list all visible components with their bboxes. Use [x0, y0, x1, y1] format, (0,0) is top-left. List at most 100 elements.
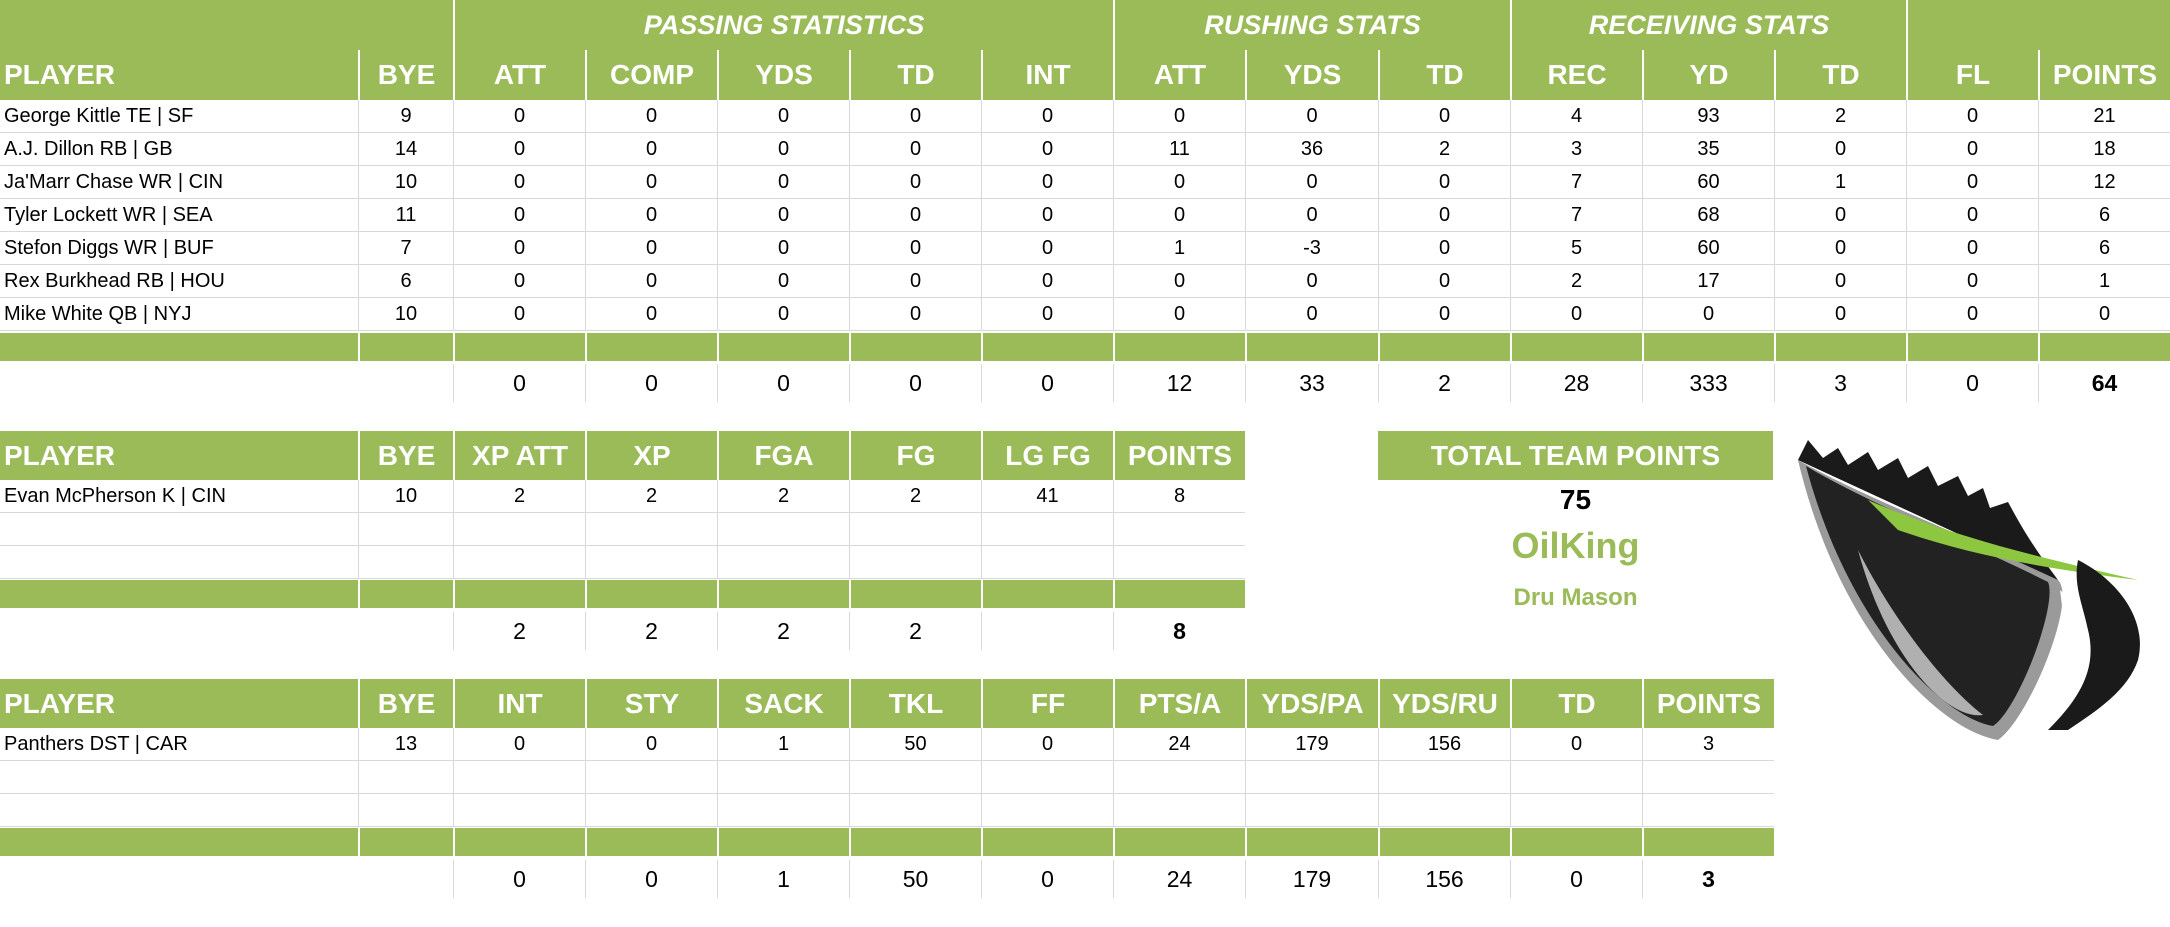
- offense-cell: 0: [717, 133, 849, 166]
- offense-cell: 0: [849, 166, 981, 199]
- offense-total: 28: [1510, 364, 1642, 402]
- kicker-total: 2: [717, 612, 849, 650]
- defense-separator-cell: [849, 828, 981, 856]
- offense-cell: 2: [1378, 133, 1510, 166]
- offense-cell: 21: [2038, 100, 2170, 133]
- offense-cell: 1: [1774, 166, 1906, 199]
- offense-cell: 0: [849, 232, 981, 265]
- kicker-header-6: LG FG: [981, 431, 1113, 480]
- defense-empty-cell: [0, 761, 358, 794]
- offense-header-7: ATT: [1113, 50, 1245, 100]
- offense-header-2: ATT: [453, 50, 585, 100]
- kicker-empty-cell: [1113, 513, 1245, 546]
- defense-empty-cell: [0, 794, 358, 827]
- kicker-header-1: BYE: [358, 431, 453, 480]
- defense-total: 50: [849, 860, 981, 898]
- offense-cell: 0: [453, 133, 585, 166]
- offense-cell: 0: [849, 298, 981, 331]
- defense-header-8: YDS/PA: [1245, 679, 1378, 728]
- defense-cell: 50: [849, 728, 981, 761]
- defense-cell: 179: [1245, 728, 1378, 761]
- offense-cell: 10: [358, 298, 453, 331]
- offense-cell: 0: [1245, 199, 1378, 232]
- offense-cell: 0: [453, 100, 585, 133]
- offense-separator-cell: [1642, 333, 1774, 361]
- offense-group-header: RECEIVING STATS: [1510, 0, 1906, 50]
- offense-cell: 0: [1774, 133, 1906, 166]
- offense-header-11: YD: [1642, 50, 1774, 100]
- defense-separator-cell: [0, 828, 358, 856]
- kicker-separator-cell: [849, 580, 981, 608]
- kicker-cell: 41: [981, 480, 1113, 513]
- defense-total: 0: [585, 860, 717, 898]
- defense-header-5: TKL: [849, 679, 981, 728]
- offense-cell: 0: [1113, 100, 1245, 133]
- offense-cell: 0: [717, 100, 849, 133]
- kicker-separator-cell: [981, 580, 1113, 608]
- offense-separator-cell: [981, 333, 1113, 361]
- offense-separator-cell: [1774, 333, 1906, 361]
- offense-cell: 68: [1642, 199, 1774, 232]
- defense-player-name: Panthers DST | CAR: [0, 728, 358, 761]
- kicker-empty-cell: [981, 546, 1113, 579]
- offense-header-3: COMP: [585, 50, 717, 100]
- kicker-header-7: POINTS: [1113, 431, 1245, 480]
- offense-player-name: Ja'Marr Chase WR | CIN: [0, 166, 358, 199]
- kicker-empty-cell: [1113, 546, 1245, 579]
- defense-empty-cell: [1245, 794, 1378, 827]
- kicker-total: [981, 612, 1113, 650]
- kicker-empty-cell: [849, 546, 981, 579]
- defense-empty-cell: [453, 794, 585, 827]
- kicker-cell: 8: [1113, 480, 1245, 513]
- offense-cell: 0: [1906, 100, 2038, 133]
- kicker-cell: 2: [453, 480, 585, 513]
- defense-total: 0: [453, 860, 585, 898]
- defense-separator-cell: [453, 828, 585, 856]
- offense-cell: 11: [1113, 133, 1245, 166]
- offense-separator-cell: [585, 333, 717, 361]
- offense-header-5: TD: [849, 50, 981, 100]
- offense-player-name: Mike White QB | NYJ: [0, 298, 358, 331]
- defense-empty-cell: [1378, 794, 1510, 827]
- offense-total: 333: [1642, 364, 1774, 402]
- offense-cell: 12: [2038, 166, 2170, 199]
- defense-empty-cell: [849, 761, 981, 794]
- offense-separator-cell: [1510, 333, 1642, 361]
- offense-cell: 2: [1510, 265, 1642, 298]
- team-name: OilKing: [1511, 525, 1640, 566]
- kicker-header-3: XP: [585, 431, 717, 480]
- offense-cell: 11: [358, 199, 453, 232]
- kicker-empty-cell: [358, 513, 453, 546]
- offense-cell: 0: [1245, 100, 1378, 133]
- defense-separator-cell: [981, 828, 1113, 856]
- offense-cell: 0: [453, 265, 585, 298]
- offense-cell: 0: [1113, 265, 1245, 298]
- kicker-empty-cell: [0, 546, 358, 579]
- kicker-header-4: FGA: [717, 431, 849, 480]
- offense-cell: 0: [717, 232, 849, 265]
- offense-cell: 0: [1245, 265, 1378, 298]
- offense-total: 2: [1378, 364, 1510, 402]
- offense-cell: 0: [1245, 166, 1378, 199]
- offense-cell: 0: [585, 133, 717, 166]
- kicker-empty-cell: [0, 513, 358, 546]
- kicker-header-5: FG: [849, 431, 981, 480]
- offense-cell: 0: [1642, 298, 1774, 331]
- offense-separator-cell: [2038, 333, 2170, 361]
- offense-header-1: BYE: [358, 50, 453, 100]
- defense-empty-cell: [1642, 761, 1774, 794]
- offense-cell: 6: [358, 265, 453, 298]
- kicker-empty-cell: [453, 513, 585, 546]
- offense-cell: 0: [585, 100, 717, 133]
- offense-cell: 6: [2038, 199, 2170, 232]
- kicker-empty-cell: [717, 546, 849, 579]
- offense-player-name: Stefon Diggs WR | BUF: [0, 232, 358, 265]
- offense-cell: 7: [1510, 166, 1642, 199]
- defense-separator-cell: [1378, 828, 1510, 856]
- offense-cell: 10: [358, 166, 453, 199]
- offense-cell: 6: [2038, 232, 2170, 265]
- kicker-empty-cell: [358, 546, 453, 579]
- offense-total: 0: [717, 364, 849, 402]
- kicker-separator-cell: [453, 580, 585, 608]
- offense-total: 0: [585, 364, 717, 402]
